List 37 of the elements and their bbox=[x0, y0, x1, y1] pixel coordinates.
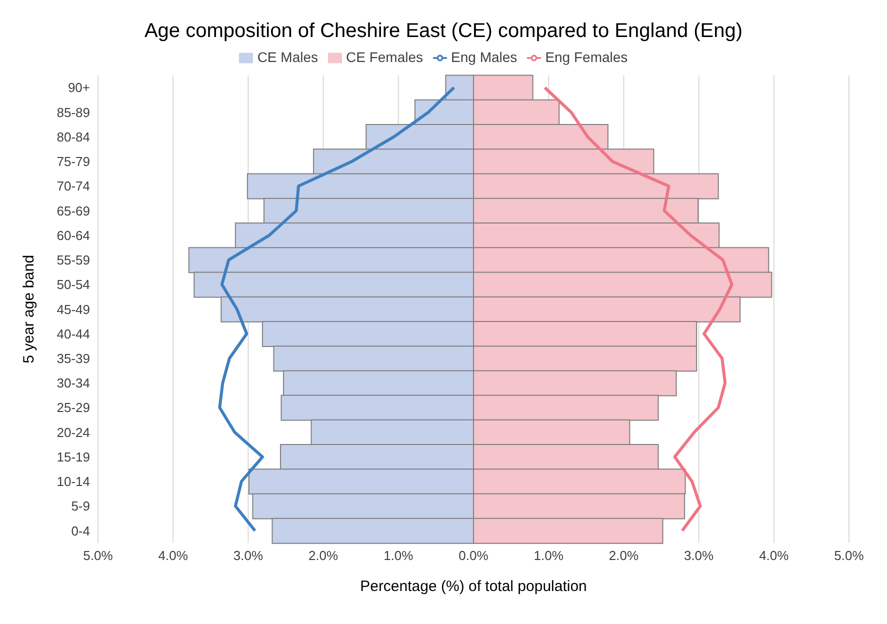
y-tick-label: 80-84 bbox=[56, 129, 90, 144]
y-tick-label: 40-44 bbox=[56, 326, 90, 342]
x-tick-label: 2.0% bbox=[308, 548, 339, 564]
y-tick-label: 65-69 bbox=[56, 203, 90, 218]
y-tick-label: 15-19 bbox=[56, 449, 90, 464]
y-tick-label: 25-29 bbox=[56, 400, 90, 416]
x-tick-label: 4.0% bbox=[759, 548, 790, 564]
y-tick-label: 5-9 bbox=[71, 498, 90, 514]
y-tick-label: 10-14 bbox=[56, 474, 90, 490]
y-tick-label: 60-64 bbox=[56, 228, 90, 243]
y-tick-label: 35-39 bbox=[56, 350, 90, 366]
legend-label: Eng Males bbox=[451, 49, 518, 65]
chart-title: Age composition of Cheshire East (CE) compared to England (Eng) bbox=[143, 19, 744, 43]
y-tick-label: 0-4 bbox=[71, 523, 90, 538]
legend-label: CE Males bbox=[257, 49, 318, 65]
y-tick-label: 45-49 bbox=[56, 302, 90, 317]
y-tick-label: 70-74 bbox=[56, 178, 90, 194]
x-tick-label: 4.0% bbox=[158, 548, 188, 564]
y-tick-label: 20-24 bbox=[56, 424, 90, 440]
x-axis-title: Percentage (%) of total population bbox=[360, 578, 587, 595]
y-tick-label: 55-59 bbox=[56, 252, 90, 268]
x-tick-label: 5.0% bbox=[83, 548, 114, 564]
y-axis-title: 5 year age band bbox=[20, 254, 38, 364]
x-tick-label: 5.0% bbox=[834, 548, 864, 564]
legend-label: CE Females bbox=[346, 49, 424, 65]
x-tick-label: 2.0% bbox=[608, 548, 639, 564]
x-tick-label: 3.0% bbox=[684, 548, 714, 564]
y-tick-label: 75-79 bbox=[56, 154, 90, 170]
y-tick-label: 30-34 bbox=[56, 376, 90, 391]
y-tick-label: 90+ bbox=[68, 80, 90, 96]
x-tick-label: 3.0% bbox=[233, 548, 264, 564]
x-tick-label: 1.0% bbox=[534, 548, 564, 564]
x-tick-label: 0.0% bbox=[458, 548, 489, 564]
y-tick-label: 85-89 bbox=[56, 104, 90, 120]
y-tick-label: 50-54 bbox=[56, 277, 90, 292]
x-tick-label: 1.0% bbox=[384, 548, 414, 564]
legend-label: Eng Females bbox=[545, 49, 628, 65]
